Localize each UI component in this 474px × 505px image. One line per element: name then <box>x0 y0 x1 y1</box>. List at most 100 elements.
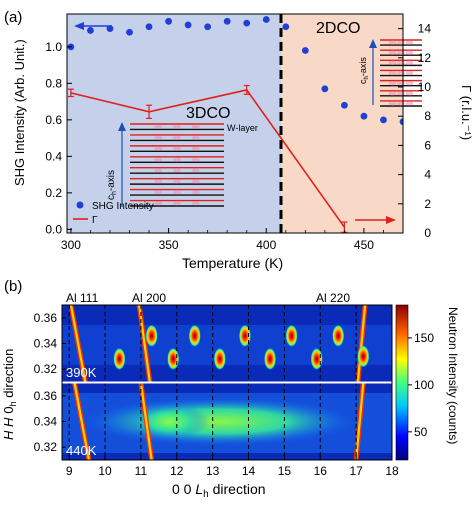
powder-line-al111-core <box>69 304 87 382</box>
x-tick-label-b: 16 <box>314 464 328 478</box>
shg-point <box>321 85 329 93</box>
panel-b-frame <box>61 304 393 461</box>
legend-gamma-label: Γ <box>92 215 98 226</box>
x-tick-label-b: 13 <box>206 464 220 478</box>
structure-ion <box>191 157 200 162</box>
shg-axis-arrowhead <box>74 22 84 30</box>
diffuse-band <box>84 397 355 446</box>
structure-ion <box>173 157 181 162</box>
y-axis-left-title: SHG Intensity (Arb. Unit.) <box>12 39 27 186</box>
x-tick-label-a: 400 <box>256 238 276 252</box>
x-tick-label-a: 300 <box>61 238 81 252</box>
cdw-peak <box>213 347 226 370</box>
shg-point <box>340 101 348 109</box>
inset-3dco-axis-label: ch-axis <box>106 170 118 200</box>
structure-ion <box>405 80 414 86</box>
y-axis-right-title: Γ (r.l.u.⁻¹) <box>459 85 474 140</box>
structure-ion <box>397 70 405 76</box>
structure-ion <box>154 135 163 140</box>
structure-ion <box>154 168 163 173</box>
structure-ion <box>397 40 405 45</box>
shg-point <box>184 21 192 29</box>
y-tick-label-left: 0.0 <box>45 222 62 236</box>
y-tick-label-right: 14 <box>418 22 432 36</box>
cdw-peak <box>167 347 180 370</box>
colorbar-tick-label: 150 <box>414 331 434 345</box>
structure-ion <box>397 50 405 55</box>
structure-ion <box>154 124 163 129</box>
shg-point <box>262 16 270 23</box>
y-tick-label-right: 10 <box>418 80 432 94</box>
inset-2dco-axis-label: ch-axis <box>358 57 370 84</box>
structure-ion <box>191 124 200 129</box>
shg-point <box>223 17 231 25</box>
x-tick-label-a: 450 <box>354 238 374 252</box>
cdw-peak <box>238 324 251 347</box>
x-tick-label-b: 11 <box>135 464 148 478</box>
y-tick-label-right: 6 <box>424 138 431 152</box>
structure-ion <box>397 80 405 86</box>
peak-label-al220: Al 220 <box>316 291 350 305</box>
x-axis-title-b: 0 0 Lh direction <box>172 481 266 500</box>
y-tick-label-left: 1.0 <box>45 40 62 54</box>
structure-ion <box>405 70 414 76</box>
shg-point <box>282 23 290 31</box>
cdw-peak <box>113 347 126 370</box>
shg-point <box>106 25 114 32</box>
colorbar-ticks: 50 100 150 <box>408 331 434 439</box>
cdw-peak <box>264 347 277 370</box>
powder-line-al111-core <box>73 382 90 460</box>
powder-line-al220-core <box>356 304 367 382</box>
region-label-2dco: 2DCO <box>316 20 360 37</box>
shg-point <box>204 23 212 31</box>
inset-3dco-layers <box>130 123 224 207</box>
y-tick-label-b: 0.36 <box>34 389 58 403</box>
shg-point <box>360 112 368 120</box>
inset-3dco-structure: W-layer ch-axis <box>106 122 258 207</box>
diffuse-band-core <box>129 403 210 440</box>
cdw-peak <box>332 324 345 347</box>
x-axis-title-a: Temperature (K) <box>182 255 283 271</box>
peak-label-al200: Al 200 <box>132 291 166 305</box>
powder-line-al200-core <box>138 304 151 382</box>
structure-ion <box>397 60 405 66</box>
w-layer-label: W-layer <box>227 123 258 133</box>
shg-point <box>126 28 133 36</box>
shg-point <box>87 27 94 34</box>
y-tick-label-left: 0.6 <box>45 113 62 127</box>
panel-a-frame <box>66 13 404 234</box>
inset-3dco-arrowhead <box>118 122 126 131</box>
structure-ion <box>154 201 163 206</box>
structure-ion <box>405 101 414 106</box>
gamma-axis-arrowhead <box>386 216 396 224</box>
y-tick-label-right: 4 <box>424 168 431 182</box>
legend-shg-label: SHG Intensity <box>92 201 154 212</box>
colorbar <box>395 304 409 461</box>
structure-ion <box>405 60 414 66</box>
structure-ion <box>388 40 397 45</box>
structure-ion <box>154 190 163 195</box>
shg-point <box>165 17 172 25</box>
structure-ion <box>388 91 397 96</box>
x-tick-label-b: 9 <box>66 464 73 478</box>
colorbar-tick-label: 100 <box>414 378 434 392</box>
structure-ion <box>173 190 181 195</box>
structure-ion <box>405 91 414 96</box>
y-tick-label-right: 2 <box>424 197 431 211</box>
x-tick-label-b: 10 <box>98 464 112 478</box>
structure-ion <box>191 168 200 173</box>
structure-ion <box>191 190 200 195</box>
structure-ion <box>388 80 397 86</box>
shg-point <box>301 47 309 54</box>
y-tick-label-right: 12 <box>418 51 432 65</box>
colorbar-title: Neutron Intensity (counts) <box>446 307 460 444</box>
inset-2dco-arrowhead <box>369 39 377 48</box>
structure-ion <box>154 179 163 184</box>
temp-label-440k: 440K <box>66 443 97 458</box>
shg-point <box>243 19 251 27</box>
x-tick-label-b: 18 <box>385 464 399 478</box>
y-tick-label-left: 0.8 <box>45 76 62 90</box>
peak-label-al111: Al 111 <box>66 291 99 305</box>
y-tick-label-b: 0.34 <box>34 337 58 351</box>
